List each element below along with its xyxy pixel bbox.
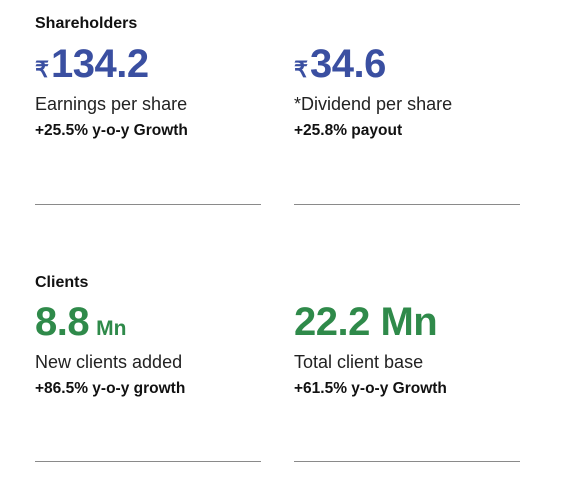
dps-metric: ₹ 34.6 *Dividend per share +25.8% payout [294, 42, 520, 141]
new-clients-value: 8.8 [35, 300, 90, 344]
client-base-metric: 22.2 Mn Total client base +61.5% y-o-y G… [294, 300, 520, 399]
client-base-value: 22.2 Mn [294, 300, 438, 344]
client-base-label: Total client base [294, 352, 424, 372]
new-clients-value-row: 8.8 Mn [35, 300, 261, 346]
eps-label: Earnings per share [35, 94, 188, 114]
client-base-growth: +61.5% y-o-y Growth [294, 380, 447, 397]
eps-metric: ₹ 134.2 Earnings per share +25.5% y-o-y … [35, 42, 261, 141]
new-clients-metric: 8.8 Mn New clients added +86.5% y-o-y gr… [35, 300, 261, 399]
dps-growth: +25.8% payout [294, 122, 403, 139]
dps-value-row: ₹ 34.6 [294, 42, 520, 88]
divider [35, 461, 261, 462]
eps-growth: +25.5% y-o-y Growth [35, 122, 188, 139]
clients-heading: Clients [35, 274, 89, 291]
divider [294, 461, 520, 462]
divider [35, 204, 261, 205]
eps-value: 134.2 [51, 42, 149, 86]
dps-label: *Dividend per share [294, 94, 453, 114]
rupee-symbol: ₹ [35, 57, 49, 82]
rupee-symbol: ₹ [294, 57, 308, 82]
shareholders-heading: Shareholders [35, 15, 138, 32]
eps-value-row: ₹ 134.2 [35, 42, 261, 88]
dps-value: 34.6 [310, 42, 386, 86]
new-clients-unit: Mn [96, 317, 127, 340]
client-base-value-row: 22.2 Mn [294, 300, 520, 346]
divider [294, 204, 520, 205]
new-clients-growth: +86.5% y-o-y growth [35, 380, 186, 397]
new-clients-label: New clients added [35, 352, 183, 372]
